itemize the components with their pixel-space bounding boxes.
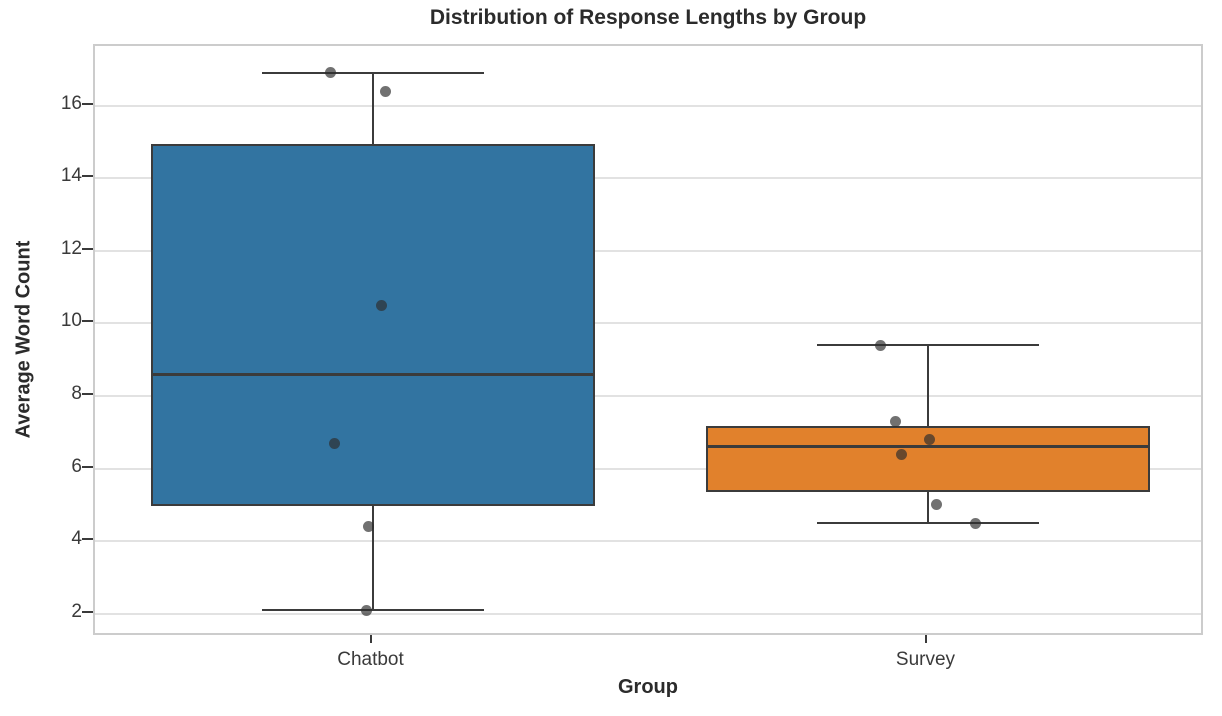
data-point-survey-1 — [890, 415, 901, 427]
data-point-survey-4 — [931, 499, 942, 511]
gridline-y-14 — [95, 177, 1201, 180]
y-tick-mark-16 — [82, 102, 93, 105]
data-point-survey-2 — [924, 434, 935, 446]
y-tick-label-2: 2 — [71, 600, 82, 622]
y-tick-label-4: 4 — [71, 528, 82, 550]
y-tick-label-14: 14 — [60, 165, 82, 187]
x-tick-mark-chatbot — [369, 635, 372, 643]
y-tick-label-6: 6 — [71, 455, 82, 477]
whisker-cap-bottom-chatbot — [261, 609, 484, 612]
data-point-chatbot-0 — [325, 67, 336, 79]
data-point-chatbot-2 — [376, 299, 387, 311]
y-tick-mark-2 — [82, 610, 93, 613]
gridline-y-8 — [95, 394, 1201, 397]
y-axis-title-text: Average Word Count — [12, 240, 35, 439]
y-tick-mark-4 — [82, 538, 93, 541]
data-point-chatbot-4 — [363, 521, 374, 533]
y-tick-mark-10 — [82, 320, 93, 323]
y-tick-label-10: 10 — [60, 310, 82, 332]
data-point-chatbot-3 — [329, 437, 340, 449]
data-point-survey-5 — [970, 517, 981, 529]
gridline-y-10 — [95, 322, 1201, 325]
data-point-survey-0 — [875, 339, 886, 351]
data-point-chatbot-5 — [361, 604, 372, 616]
y-tick-mark-6 — [82, 465, 93, 468]
data-point-chatbot-1 — [380, 85, 391, 97]
median-line-chatbot — [150, 372, 595, 376]
whisker-cap-bottom-survey — [816, 522, 1039, 524]
x-tick-label-chatbot: Chatbot — [337, 649, 404, 670]
x-axis-title: Group — [618, 676, 678, 698]
y-tick-mark-12 — [82, 247, 93, 250]
x-tick-mark-survey — [924, 635, 927, 643]
whisker-cap-top-survey — [816, 344, 1039, 347]
plot-area — [93, 44, 1203, 635]
data-point-survey-3 — [896, 448, 907, 460]
median-line-survey — [705, 445, 1150, 449]
y-tick-mark-8 — [82, 392, 93, 395]
gridline-y-2 — [95, 612, 1201, 615]
y-tick-label-16: 16 — [60, 92, 82, 114]
gridline-y-16 — [95, 104, 1201, 107]
y-tick-label-8: 8 — [71, 382, 82, 404]
gridline-y-6 — [95, 467, 1201, 470]
y-tick-label-12: 12 — [60, 237, 82, 259]
x-tick-label-survey: Survey — [895, 649, 956, 670]
box-chatbot — [150, 144, 595, 506]
chart-title: Distribution of Response Lengths by Grou… — [429, 6, 867, 29]
gridline-y-4 — [95, 540, 1201, 543]
y-tick-mark-14 — [82, 175, 93, 178]
whisker-cap-top-chatbot — [261, 71, 484, 74]
gridline-y-12 — [95, 249, 1201, 252]
